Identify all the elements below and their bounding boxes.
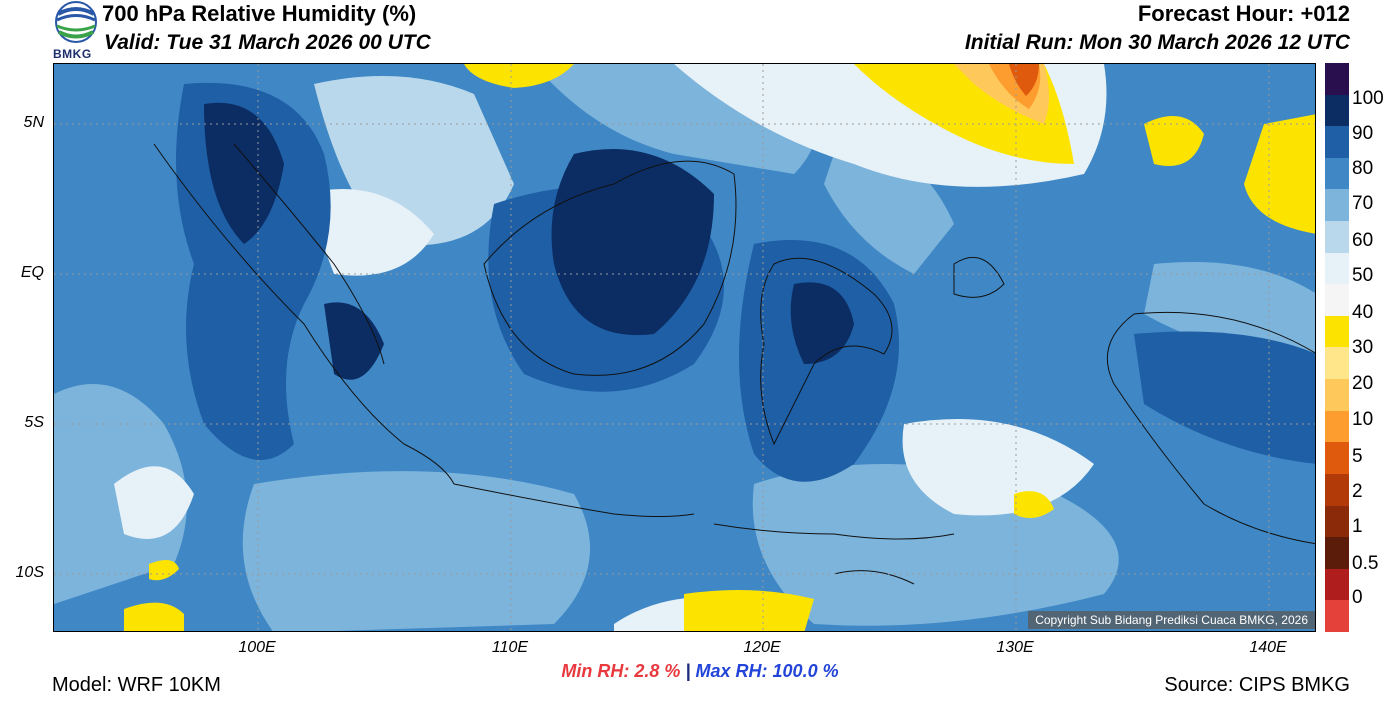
colorbar-label: 30: [1352, 337, 1374, 358]
colorbar-label: 40: [1352, 302, 1374, 323]
colorbar-swatch: [1325, 410, 1349, 443]
page-title: 700 hPa Relative Humidity (%): [102, 1, 417, 26]
colorbar-swatch: [1325, 537, 1349, 569]
bmkg-logo: [52, 0, 100, 62]
colorbar-swatch: [1325, 94, 1349, 127]
colorbar-swatch: [1325, 379, 1349, 411]
data-source: Source: CIPS BMKG: [1164, 674, 1350, 696]
colorbar-swatch: [1325, 63, 1349, 95]
initial-run: Initial Run: Mon 30 March 2026 12 UTC: [964, 31, 1350, 54]
colorbar-swatch: [1325, 126, 1349, 158]
max-rh-label: Max RH:: [695, 661, 768, 681]
humidity-field: [54, 64, 1315, 631]
colorbar-label: 60: [1352, 230, 1374, 251]
colorbar-label: 0.5: [1352, 553, 1379, 574]
model-name: Model: WRF 10KM: [52, 674, 221, 696]
colorbar-label: 70: [1352, 193, 1374, 214]
bmkg-logo-icon: [55, 1, 97, 43]
lon-label-100e: 100E: [238, 639, 276, 656]
max-rh-value: 100.0 %: [772, 661, 839, 681]
colorbar-swatch: [1325, 284, 1349, 316]
colorbar-label: 2: [1352, 481, 1363, 502]
colorbar-label: 50: [1352, 265, 1374, 286]
colorbar-swatch: [1325, 252, 1349, 285]
colorbar: [1325, 63, 1349, 632]
colorbar-swatch: [1325, 315, 1349, 348]
colorbar-label: 90: [1352, 123, 1374, 144]
colorbar-label: 20: [1352, 373, 1374, 394]
logo-text: BMKG: [53, 47, 92, 61]
copyright-notice: Copyright Sub Bidang Prediksi Cuaca BMKG…: [1028, 611, 1315, 629]
lat-label-eq: EQ: [20, 264, 44, 281]
colorbar-swatch: [1325, 600, 1349, 632]
humidity-map[interactable]: [53, 63, 1316, 632]
colorbar-swatch: [1325, 189, 1349, 222]
lon-label-140e: 140E: [1249, 639, 1287, 656]
min-rh-label: Min RH:: [561, 661, 630, 681]
colorbar-swatch: [1325, 157, 1349, 190]
colorbar-label: 100: [1352, 88, 1384, 109]
lat-label-10s: 10S: [15, 564, 44, 581]
colorbar-swatch: [1325, 473, 1349, 506]
colorbar-label: 5: [1352, 446, 1363, 467]
valid-time: Valid: Tue 31 March 2026 00 UTC: [104, 31, 431, 54]
forecast-hour: Forecast Hour: +012: [1137, 1, 1350, 26]
colorbar-swatch: [1325, 505, 1349, 538]
lon-label-110e: 110E: [491, 639, 529, 656]
colorbar-label: 80: [1352, 158, 1374, 179]
colorbar-swatch: [1325, 347, 1349, 380]
colorbar-label: 1: [1352, 516, 1363, 537]
lon-label-130e: 130E: [996, 639, 1034, 656]
colorbar-swatch: [1325, 221, 1349, 253]
colorbar-swatch: [1325, 568, 1349, 601]
colorbar-label: 10: [1352, 409, 1374, 430]
colorbar-label: 0: [1352, 587, 1363, 608]
min-rh-value: 2.8 %: [634, 661, 681, 681]
lon-label-120e: 120E: [743, 639, 781, 656]
min-max-separator: |: [685, 661, 691, 681]
min-max-rh: Min RH: 2.8 % | Max RH: 100.0 %: [0, 661, 1400, 682]
lat-label-5s: 5S: [24, 414, 44, 431]
lat-label-5n: 5N: [23, 114, 44, 131]
colorbar-swatch: [1325, 442, 1349, 474]
